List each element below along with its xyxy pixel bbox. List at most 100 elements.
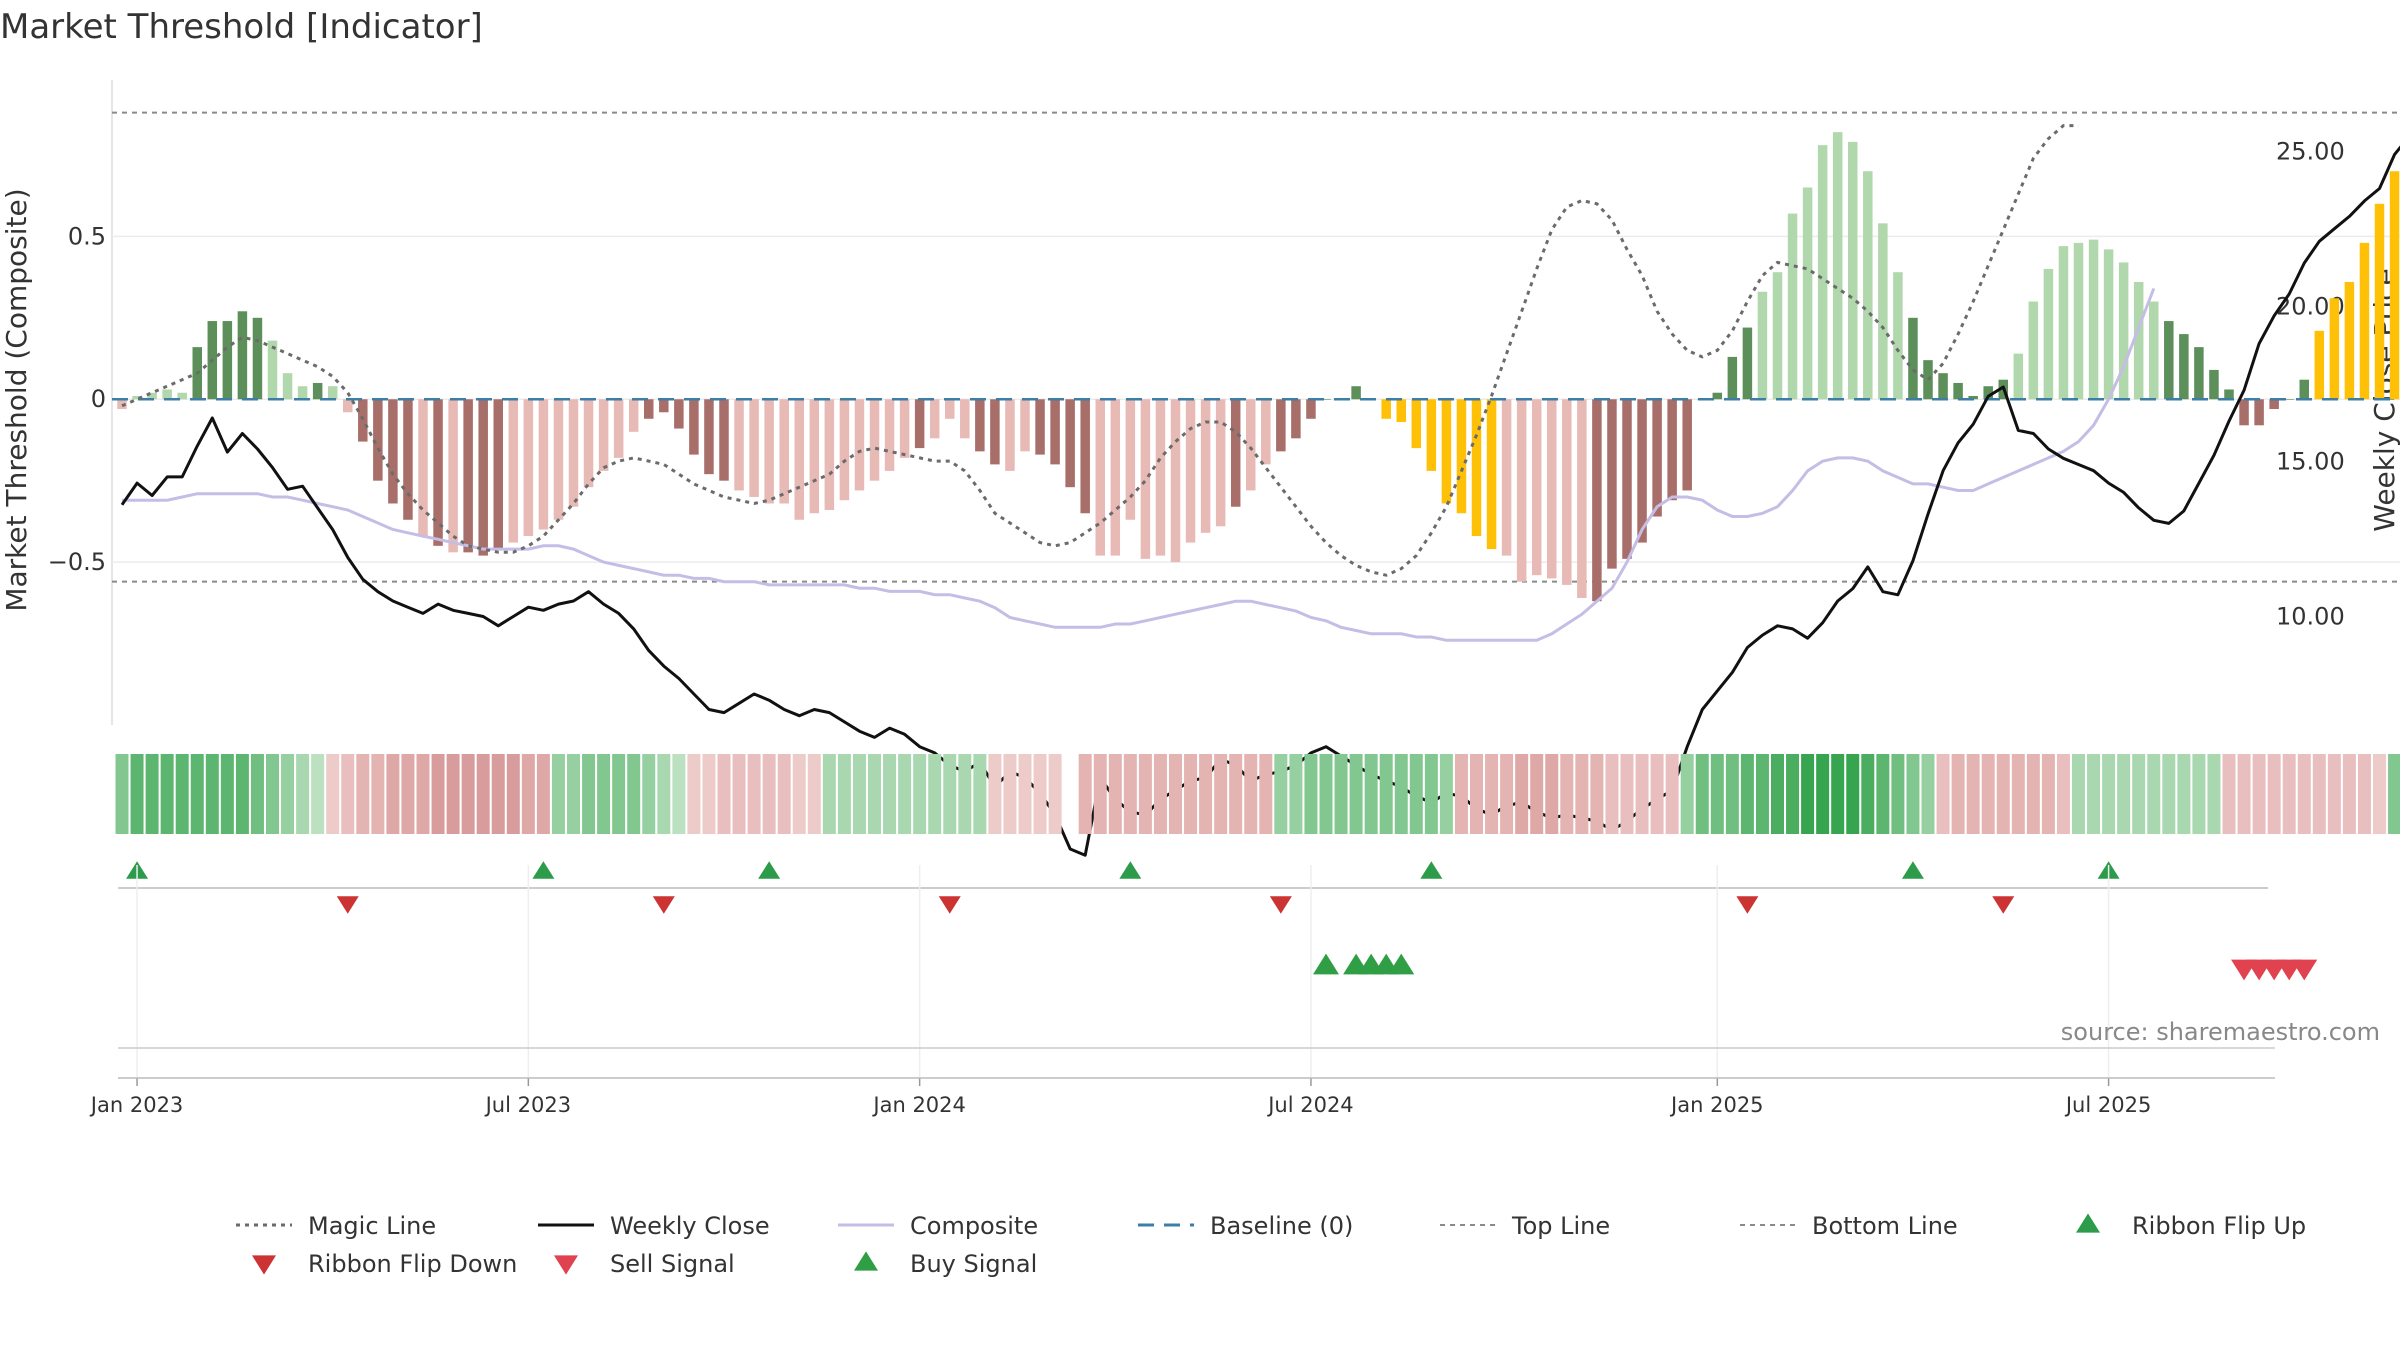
legend-item: Composite (838, 1212, 1038, 1240)
ribbon-cell (1439, 754, 1453, 834)
bar (538, 399, 549, 530)
bar (222, 321, 233, 400)
bar (327, 386, 338, 400)
ribbon-cell (1740, 754, 1754, 834)
ribbon-cell (1229, 754, 1243, 834)
ribbon-cell (1199, 754, 1213, 834)
legend-item: Ribbon Flip Down (252, 1250, 517, 1278)
ribbon-cell (582, 754, 596, 834)
legend-swatch (252, 1255, 276, 1275)
bar (719, 399, 729, 481)
right-tick-label: 10.00 (2276, 602, 2345, 630)
bar (1742, 327, 1753, 400)
ribbon-cell (2026, 754, 2040, 834)
bar (1953, 382, 1963, 400)
ribbon-cell (973, 754, 987, 834)
bar (945, 399, 955, 419)
bar (659, 399, 669, 413)
ribbon-cell (567, 754, 580, 834)
bar (147, 392, 157, 400)
bar (1351, 386, 1361, 400)
ribbon-cell (868, 754, 881, 834)
ribbon-cell (250, 754, 264, 834)
bar (1682, 399, 1692, 491)
bar (899, 399, 910, 458)
bar (2058, 246, 2069, 400)
ribbon-cell (1981, 754, 1995, 834)
legend-item: Baseline (0) (1138, 1212, 1353, 1240)
ribbon-cell (1169, 754, 1182, 834)
ribbon-cell (1123, 754, 1137, 834)
bar (749, 399, 759, 497)
bar (448, 399, 458, 553)
legend-label: Composite (910, 1212, 1038, 1240)
ribbon-cell (1470, 754, 1483, 834)
ribbon-cell (1635, 754, 1649, 834)
ribbon-cell (1093, 754, 1107, 834)
legend-swatch (554, 1255, 578, 1275)
bar (839, 399, 850, 501)
date-tick-label: Jul 2024 (1266, 1093, 1353, 1117)
bar (177, 392, 187, 400)
bar (1863, 171, 1873, 400)
bar (1712, 392, 1723, 400)
ribbon-cell (1319, 754, 1333, 834)
ribbon-cell (2252, 754, 2266, 834)
ribbon-flip-up-marker (1119, 861, 1142, 879)
legend-swatch (2076, 1213, 2100, 1233)
bar (2103, 249, 2114, 400)
ribbon-flip-down-marker (1736, 896, 1759, 914)
bar (1772, 272, 1783, 400)
ribbon-cell (1379, 754, 1393, 834)
ribbon-cell (1665, 754, 1679, 834)
ribbon-cell (2207, 754, 2221, 834)
ribbon-cell (1680, 754, 1694, 834)
ribbon-cell (266, 754, 279, 834)
weekly-close-line (120, 145, 2400, 857)
bar (975, 399, 985, 452)
ribbon-cell (898, 754, 912, 834)
ribbon-cell (356, 754, 370, 834)
bar (1411, 399, 1422, 449)
bar (990, 399, 1000, 465)
date-tick-label: Jan 2024 (871, 1093, 966, 1117)
date-tick-label: Jul 2025 (2064, 1093, 2151, 1117)
legend-label: Weekly Close (610, 1212, 770, 1240)
bar (2224, 389, 2234, 400)
bar (764, 399, 774, 504)
legend-swatch (854, 1251, 878, 1271)
ribbon-cell (130, 754, 144, 834)
ribbon-flip-down-marker (938, 896, 961, 914)
date-tick-label: Jan 2025 (1669, 1093, 1764, 1117)
ribbon-cell (1515, 754, 1529, 834)
ribbon-cell (2177, 754, 2191, 834)
bar (1230, 399, 1241, 507)
bar (1321, 399, 1331, 400)
ribbon-flip-up-marker (758, 861, 781, 879)
bar (1426, 399, 1437, 471)
bar (1727, 356, 1738, 400)
ribbon-cell (1755, 754, 1769, 834)
legend-item: Magic Line (236, 1212, 436, 1240)
left-tick-label: −0.5 (48, 548, 106, 576)
right-tick-label: 25.00 (2276, 137, 2345, 165)
bar (343, 399, 353, 413)
bar (674, 399, 684, 429)
bar (2329, 298, 2340, 400)
bar (553, 399, 564, 520)
ribbon-cell (1620, 754, 1634, 834)
bar (613, 399, 624, 458)
ribbon-cell (1078, 754, 1092, 834)
ribbon-cell (2132, 754, 2146, 834)
ribbon-cell (1831, 754, 1845, 834)
bar (2149, 301, 2159, 400)
bar (734, 399, 744, 491)
ribbon-cell (1108, 754, 1122, 834)
bar (1005, 399, 1015, 471)
bar (297, 386, 308, 400)
ribbon-cell (341, 754, 355, 834)
ribbon-panel (115, 754, 2400, 834)
ribbon-flip-down-marker (336, 896, 359, 914)
legend-item: Sell Signal (554, 1250, 735, 1278)
ribbon-cell (657, 754, 671, 834)
